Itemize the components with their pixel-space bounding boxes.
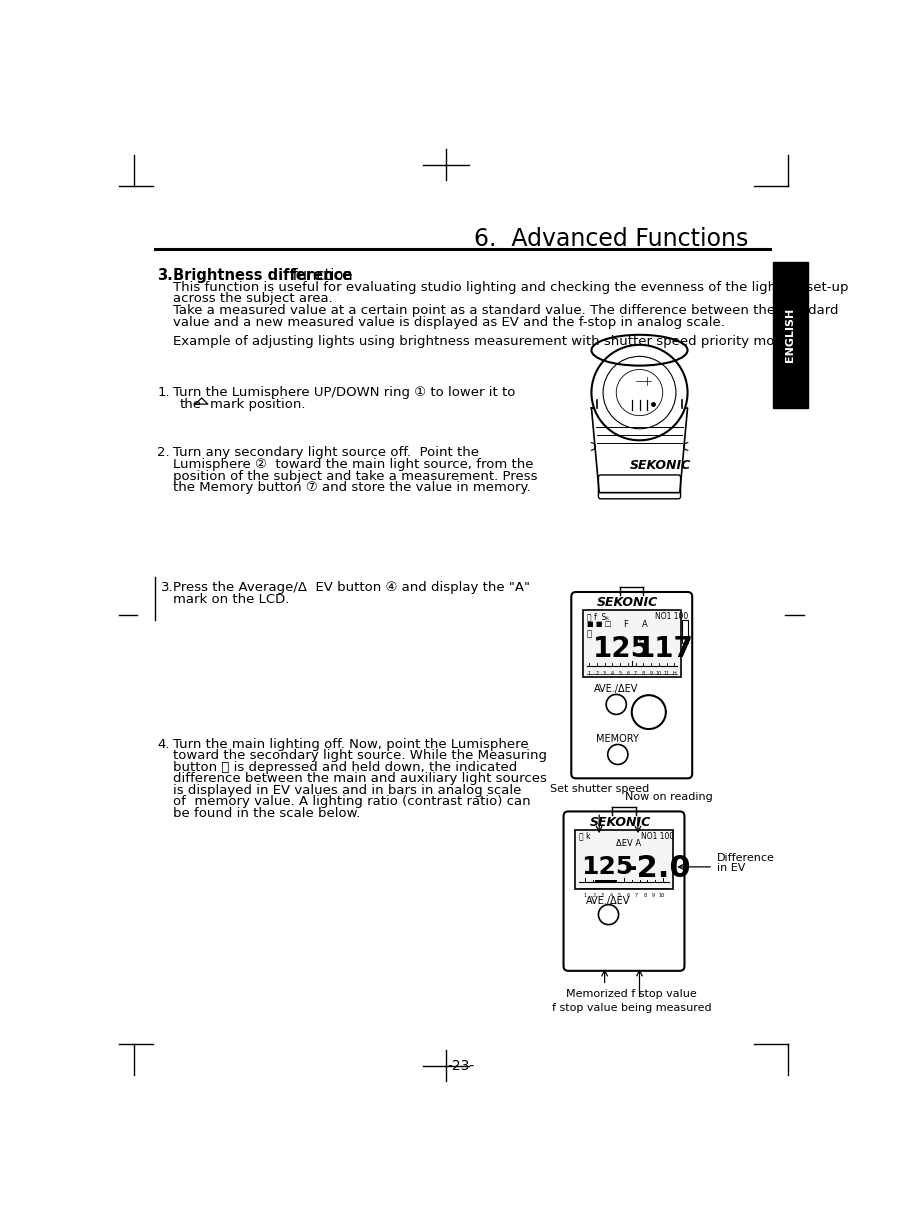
Text: 8: 8 [644,893,646,898]
Text: mark on the LCD.: mark on the LCD. [173,593,289,605]
Text: 7: 7 [634,671,637,676]
Bar [602,879,608,882]
Text: Now on reading: Now on reading [626,792,713,803]
Text: Turn the Lumisphere UP/DOWN ring ① to lower it to: Turn the Lumisphere UP/DOWN ring ① to lo… [173,386,516,400]
Text: 5: 5 [618,671,622,676]
Text: Turn any secondary light source off.  Point the: Turn any secondary light source off. Poi… [173,447,479,459]
Text: Brightness difference: Brightness difference [173,268,352,283]
Text: Set shutter speed: Set shutter speed [550,784,649,794]
Text: SEKONIC: SEKONIC [590,816,651,828]
Polygon shape [591,408,688,492]
Text: difference between the main and auxiliary light sources: difference between the main and auxiliar… [173,772,547,786]
Text: AVE./ΔEV: AVE./ΔEV [586,895,631,906]
Text: Ⓢ k: Ⓢ k [579,832,590,840]
Text: in EV: in EV [717,864,745,873]
Text: function: function [288,268,352,283]
Text: 117: 117 [635,635,694,663]
Text: toward the secondary light source. While the Measuring: toward the secondary light source. While… [173,749,547,762]
Text: -23-: -23- [447,1058,475,1073]
Text: Ⓣ: Ⓣ [587,628,592,638]
Text: Lumisphere ②  toward the main light source, from the: Lumisphere ② toward the main light sourc… [173,458,534,471]
FancyBboxPatch shape [572,592,692,778]
Text: ENGLISH: ENGLISH [785,308,795,362]
Text: Turn the main lighting off. Now, point the Lumisphere: Turn the main lighting off. Now, point t… [173,738,528,750]
Text: Press the Average/Δ  EV button ④ and display the "A": Press the Average/Δ EV button ④ and disp… [173,581,530,594]
Text: the Memory button ⑦ and store the value in memory.: the Memory button ⑦ and store the value … [173,481,531,495]
Text: 3.: 3. [160,581,173,594]
Text: Memorized f stop value: Memorized f stop value [566,989,698,999]
Bar [610,879,616,882]
Text: across the subject area.: across the subject area. [173,292,333,306]
Text: AVE./ΔEV: AVE./ΔEV [594,685,638,694]
Text: 3: 3 [603,671,607,676]
Text: 6: 6 [626,893,629,898]
Text: 1: 1 [588,671,590,676]
Text: 6.  Advanced Functions: 6. Advanced Functions [473,227,748,251]
Text: 2: 2 [595,671,598,676]
Text: Ⓢ f  Sₖ: Ⓢ f Sₖ [587,613,609,621]
Text: F     A: F A [624,620,648,628]
Text: 2: 2 [592,893,595,898]
Text: H: H [672,671,676,676]
Bar [575,829,673,889]
Text: 9: 9 [652,893,655,898]
Text: 4.: 4. [158,738,170,750]
Text: 10: 10 [656,671,662,676]
Text: 6: 6 [626,671,629,676]
Text: value and a new measured value is displayed as EV and the f-stop in analog scale: value and a new measured value is displa… [173,315,724,329]
Text: mark position.: mark position. [211,398,306,410]
Bar [583,610,680,677]
Text: button ⑮ is depressed and held down, the indicated: button ⑮ is depressed and held down, the… [173,760,518,773]
Text: 1.: 1. [158,386,170,400]
Text: SEKONIC: SEKONIC [630,459,691,473]
Text: 125: 125 [581,855,634,879]
Text: the: the [179,398,202,410]
Text: 1: 1 [584,893,587,898]
Text: position of the subject and take a measurement. Press: position of the subject and take a measu… [173,470,537,482]
Text: 10: 10 [659,893,665,898]
Polygon shape [597,401,682,408]
Bar [773,262,807,408]
Text: 3.: 3. [158,268,173,283]
Text: 2.: 2. [158,447,170,459]
Bar [682,620,688,643]
Text: Difference: Difference [717,853,775,864]
FancyBboxPatch shape [598,475,680,499]
Text: NO1 100: NO1 100 [641,832,674,840]
Text: -2.0: -2.0 [624,854,690,883]
Text: 3: 3 [600,893,604,898]
Text: is displayed in EV values and in bars in analog scale: is displayed in EV values and in bars in… [173,783,521,797]
Text: 11: 11 [663,671,670,676]
Circle shape [632,695,666,730]
Text: f stop value being measured: f stop value being measured [552,1004,712,1013]
Text: 7: 7 [634,893,638,898]
Text: MEMORY: MEMORY [597,734,639,744]
Text: This function is useful for evaluating studio lighting and checking the evenness: This function is useful for evaluating s… [173,281,849,294]
Text: Example of adjusting lights using brightness measurement with shutter speed prio: Example of adjusting lights using bright… [173,335,796,348]
Circle shape [591,345,688,440]
Text: be found in the scale below.: be found in the scale below. [173,806,360,820]
Text: of  memory value. A lighting ratio (contrast ratio) can: of memory value. A lighting ratio (contr… [173,795,531,809]
Text: 4: 4 [609,893,612,898]
Text: 125: 125 [593,635,651,663]
Text: 8: 8 [642,671,645,676]
Text: 5: 5 [617,893,621,898]
Text: ■ ■ □: ■ ■ □ [587,621,611,627]
Text: NO1 100: NO1 100 [655,613,688,621]
Bar [595,879,601,882]
Text: 9: 9 [650,671,652,676]
Text: Take a measured value at a certain point as a standard value. The difference bet: Take a measured value at a certain point… [173,304,839,317]
FancyBboxPatch shape [563,811,685,971]
Text: SEKONIC: SEKONIC [598,597,659,609]
Text: 4: 4 [611,671,614,676]
Text: ΔEV A: ΔEV A [616,839,642,848]
